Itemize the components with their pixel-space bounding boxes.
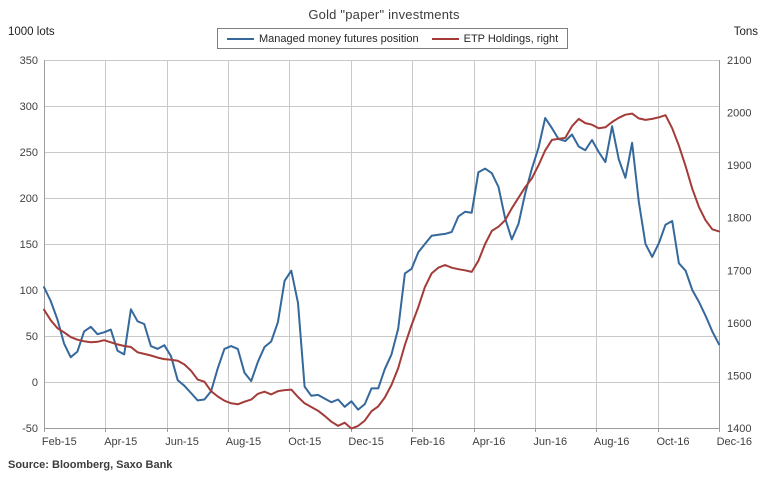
svg-text:Jun-15: Jun-15 [165, 436, 199, 448]
chart-title: Gold "paper" investments [308, 7, 460, 22]
legend-line-swatch-red [431, 37, 459, 40]
svg-text:Oct-15: Oct-15 [288, 436, 321, 448]
svg-text:100: 100 [20, 285, 38, 297]
svg-text:2100: 2100 [727, 55, 751, 67]
svg-text:Jun-16: Jun-16 [533, 436, 567, 448]
svg-text:1800: 1800 [727, 213, 751, 225]
gridlines [44, 60, 720, 429]
axes [44, 60, 720, 432]
svg-text:1400: 1400 [727, 423, 751, 435]
svg-text:300: 300 [20, 101, 38, 113]
svg-text:200: 200 [20, 193, 38, 205]
svg-text:1600: 1600 [727, 318, 751, 330]
series-line-managed-money-futures [43, 117, 720, 411]
svg-text:0: 0 [32, 377, 38, 389]
svg-text:350: 350 [20, 55, 38, 67]
series-line-etp-holdings [43, 112, 720, 430]
left-axis-tick-labels: 350 300 250 200 150 100 50 0 -50 [20, 55, 38, 435]
svg-text:-50: -50 [22, 423, 38, 435]
svg-text:Feb-16: Feb-16 [410, 436, 445, 448]
svg-text:50: 50 [26, 331, 38, 343]
x-axis-tick-labels: Feb-15 Apr-15 Jun-15 Aug-15 Oct-15 Dec-15 Feb-… [42, 436, 752, 448]
svg-text:1900: 1900 [727, 160, 751, 172]
right-axis-unit-label: Tons [733, 26, 758, 38]
legend-line-swatch-blue [227, 37, 254, 40]
svg-text:Apr-15: Apr-15 [104, 436, 137, 448]
svg-text:Apr-16: Apr-16 [472, 436, 505, 448]
legend-label-etp-holdings: ETP Holdings, right [463, 32, 559, 45]
svg-text:2000: 2000 [727, 108, 751, 120]
svg-text:150: 150 [20, 239, 38, 251]
svg-text:250: 250 [20, 147, 38, 159]
svg-text:Dec-15: Dec-15 [348, 436, 383, 448]
legend-label-managed-money-futures: Managed money futures position [259, 32, 419, 45]
svg-text:1500: 1500 [727, 370, 751, 382]
source-note: Source: Bloomberg, Saxo Bank [8, 459, 173, 471]
legend-item-etp-holdings: ETP Holdings, right [431, 32, 559, 45]
svg-text:Aug-15: Aug-15 [226, 436, 261, 448]
svg-text:Aug-16: Aug-16 [594, 436, 629, 448]
svg-text:1700: 1700 [727, 265, 751, 277]
right-axis-tick-labels: 2100 2000 1900 1800 1700 1600 1500 1400 [727, 55, 751, 435]
svg-text:Oct-16: Oct-16 [656, 436, 689, 448]
svg-text:Feb-15: Feb-15 [42, 436, 77, 448]
left-axis-unit-label: 1000 lots [8, 26, 55, 38]
svg-text:Dec-16: Dec-16 [717, 436, 752, 448]
legend: Managed money futures position ETP Holdi… [217, 28, 569, 49]
legend-item-managed-money-futures: Managed money futures position [227, 33, 419, 45]
